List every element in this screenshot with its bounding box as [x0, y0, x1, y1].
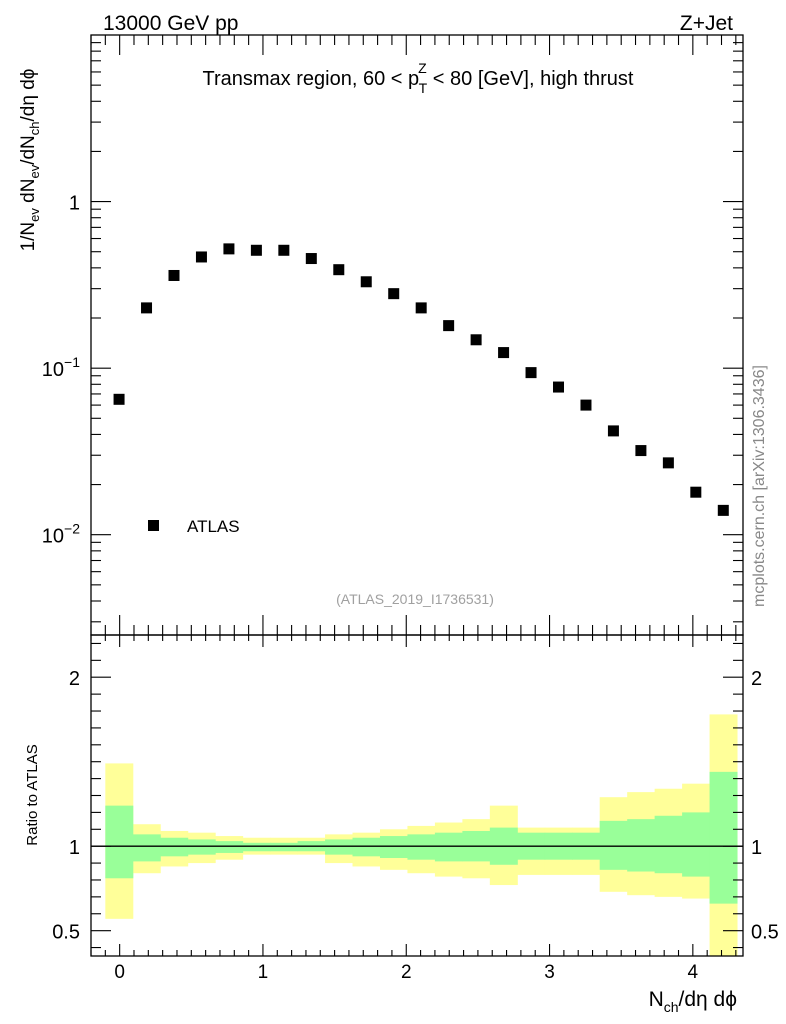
uncertainty-band-bin: [709, 771, 738, 904]
data-point: [333, 264, 345, 276]
data-point: [607, 425, 619, 437]
main-plot-frame: [90, 34, 744, 636]
uncertainty-band-bin: [379, 836, 408, 859]
ratio-y-tick-label: 0.5: [52, 922, 80, 944]
data-point: [250, 244, 262, 256]
uncertainty-band-bin: [627, 819, 656, 872]
data-point: [278, 244, 290, 256]
main-plot-area: [113, 243, 729, 516]
data-point: [580, 399, 592, 411]
y-tick-label: 1: [69, 193, 80, 215]
ratio-axis-ticks: 0 1 2 3 4 0.5 0.5 1 1 2 2: [52, 635, 779, 983]
ratio-plot-area: [91, 714, 743, 956]
data-point: [141, 302, 153, 314]
energy-label: 13000 GeV pp: [103, 12, 238, 35]
data-point: [305, 253, 317, 265]
region-title-sub: T: [419, 80, 428, 96]
data-point: [388, 288, 400, 300]
y-tick-label: 10−2: [42, 521, 80, 548]
ratio-y-axis-label: Ratio to ATLAS: [24, 744, 41, 845]
x-tick-label: 2: [401, 962, 412, 983]
data-point: [415, 302, 427, 314]
data-point: [168, 269, 180, 281]
uncertainty-band-bin: [105, 805, 134, 879]
legend-label: ATLAS: [187, 517, 240, 536]
uncertainty-band-bin: [352, 837, 381, 857]
uncertainty-band-bin: [682, 812, 711, 877]
region-title-main: Transmax region, 60 < p: [203, 68, 420, 90]
ratio-y-tick-label: 1: [69, 837, 80, 859]
ratio-y-tick-label-right: 1: [751, 837, 762, 859]
analysis-id: (ATLAS_2019_I1736531): [336, 591, 494, 607]
ratio-panel: 0 1 2 3 4 0.5 0.5 1 1 2 2 Ratio to ATLAS: [24, 634, 779, 983]
data-point: [662, 457, 674, 469]
main-axis-ticks: 1 10−1 10−2: [42, 34, 743, 635]
uncertainty-band-bin: [187, 839, 216, 855]
uncertainty-band-bin: [132, 834, 161, 862]
x-tick-label: 1: [258, 962, 269, 983]
data-point: [113, 393, 125, 405]
data-point: [195, 251, 207, 263]
ratio-y-tick-label-right: 2: [751, 668, 762, 690]
data-point: [717, 504, 729, 516]
data-point: [443, 320, 455, 332]
x-tick-label: 0: [114, 962, 125, 983]
x-tick-label: 3: [544, 962, 555, 983]
uncertainty-band-bin: [242, 842, 271, 852]
uncertainty-band-bin: [434, 832, 463, 862]
data-point: [498, 347, 510, 359]
data-point: [525, 367, 537, 379]
y-tick-label: 10−1: [42, 354, 80, 381]
x-tick-label: 4: [688, 962, 699, 983]
legend-marker: [148, 520, 159, 531]
ratio-y-tick-label-right: 0.5: [751, 922, 779, 944]
data-point: [470, 334, 482, 346]
process-label: Z+Jet: [680, 12, 733, 35]
y-axis-label: 1/Nev dNev/dNch/dη dϕ: [18, 69, 42, 252]
uncertainty-band-bin: [325, 839, 354, 855]
data-point: [635, 445, 647, 457]
x-axis-label: Nch/dη dϕ: [649, 988, 737, 1015]
uncertainty-band-bin: [160, 837, 189, 857]
uncertainty-band-bin: [599, 820, 628, 870]
uncertainty-band-bin: [270, 842, 299, 852]
uncertainty-band-bin: [215, 841, 244, 853]
region-title-rest: < 80 [GeV], high thrust: [427, 68, 634, 90]
ratio-y-tick-label: 2: [69, 668, 80, 690]
uncertainty-band-bin: [407, 834, 436, 860]
uncertainty-band-bin: [654, 815, 683, 874]
data-point: [690, 486, 702, 498]
data-point: [223, 243, 235, 255]
region-title-sup: Z: [418, 60, 427, 76]
data-point: [360, 276, 372, 288]
region-title: Transmax region, 60 < pZ T < 80 [GeV], hi…: [203, 60, 634, 96]
data-point: [553, 381, 565, 393]
side-source-label: mcplots.cern.ch [arXiv:1306.3436]: [751, 365, 768, 607]
main-panel: 1 10−1 10−2 Transmax region, 60 < pZ T < 80…: [18, 34, 768, 636]
